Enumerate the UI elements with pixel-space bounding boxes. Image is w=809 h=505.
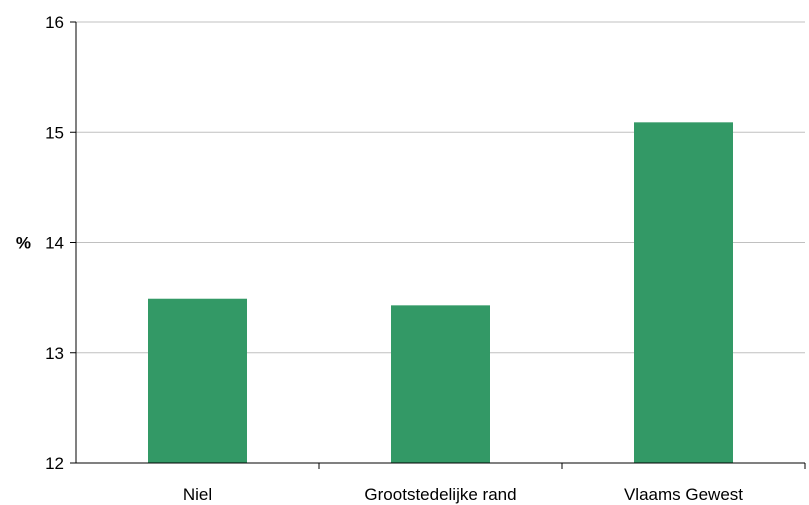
y-tick-label: 13 [45, 344, 64, 363]
bar-niel [148, 298, 247, 463]
y-tick-label: 15 [45, 123, 64, 142]
x-tick-label: Grootstedelijke rand [364, 485, 516, 504]
bar-grootstedelijke-rand [391, 305, 490, 463]
y-tick-label: 16 [45, 13, 64, 32]
y-axis-ticks: 12 13 14 15 16 [45, 13, 76, 473]
y-tick-label: 12 [45, 454, 64, 473]
x-tick-label: Vlaams Gewest [624, 485, 743, 504]
x-tick-label: Niel [183, 485, 212, 504]
x-axis-ticks: Niel Grootstedelijke rand Vlaams Gewest [183, 463, 806, 504]
bars [148, 122, 733, 463]
y-axis-title: % [16, 234, 31, 253]
y-tick-label: 14 [45, 234, 64, 253]
bar-vlaams-gewest [634, 122, 733, 463]
